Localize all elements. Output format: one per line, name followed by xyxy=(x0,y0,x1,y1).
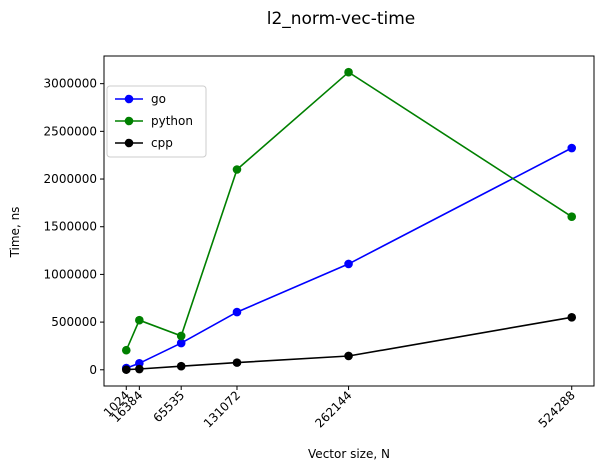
series-line-cpp xyxy=(126,316,572,371)
x-tick-label: 65535 xyxy=(150,388,187,425)
y-axis-label: Time, ns xyxy=(8,207,22,259)
y-tick-label: 500000 xyxy=(51,315,97,329)
chart-title: l2_norm-vec-time xyxy=(267,9,416,29)
x-tick-label: 131072 xyxy=(201,388,243,430)
y-tick-label: 0 xyxy=(89,363,97,377)
legend: go python cpp xyxy=(106,85,207,158)
data-point-python xyxy=(176,331,186,341)
data-point-go xyxy=(176,338,186,348)
series-line-go xyxy=(126,147,573,369)
data-point-cpp xyxy=(135,364,144,374)
legend-marker-python xyxy=(124,116,134,126)
y-tick-label: 1000000 xyxy=(44,267,97,281)
y-axis: 0 500000 1000000 1500000 2000000 2500000 30000… xyxy=(44,77,104,377)
y-tick-label: 1500000 xyxy=(44,220,97,234)
plot-area xyxy=(121,67,577,374)
data-point-python xyxy=(344,67,353,77)
data-point-python xyxy=(232,165,242,174)
data-point-python xyxy=(567,212,577,222)
data-point-cpp xyxy=(176,361,186,371)
x-axis-label: Vector size, N xyxy=(308,447,390,461)
legend-label-python: python xyxy=(151,114,193,128)
y-tick-label: 3000000 xyxy=(44,77,97,91)
data-point-python xyxy=(135,315,144,325)
series-line-python xyxy=(125,71,573,351)
legend-marker-go xyxy=(124,94,134,104)
legend-label-cpp: cpp xyxy=(151,136,173,150)
data-point-go xyxy=(232,307,242,317)
data-point-go xyxy=(567,143,577,153)
data-point-cpp xyxy=(232,358,242,367)
data-point-cpp xyxy=(121,365,131,374)
y-tick-label: 2500000 xyxy=(44,124,97,138)
data-point-cpp xyxy=(567,313,577,322)
legend-marker-cpp xyxy=(124,138,134,148)
y-tick-label: 2000000 xyxy=(44,172,97,186)
data-point-go xyxy=(344,259,353,269)
data-point-python xyxy=(121,345,131,355)
legend-box xyxy=(106,85,207,158)
x-tick-label: 262144 xyxy=(312,388,354,430)
data-point-cpp xyxy=(344,351,353,361)
x-tick-label: 524288 xyxy=(536,388,578,430)
legend-label-go: go xyxy=(151,92,166,106)
